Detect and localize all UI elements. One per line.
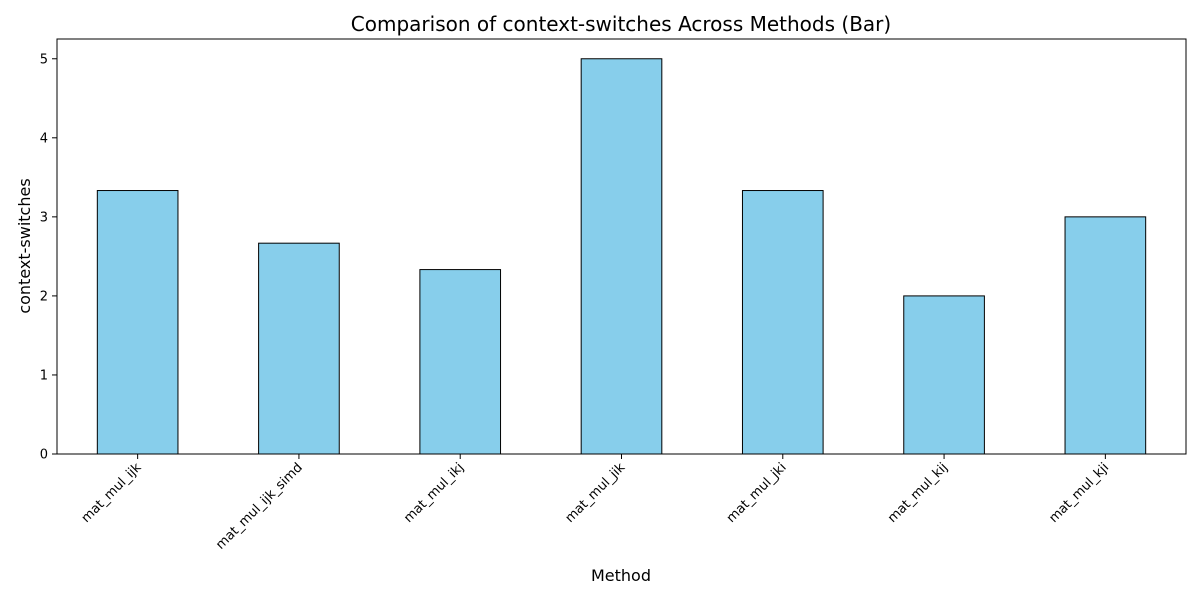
- y-tick-label: 2: [40, 289, 48, 304]
- x-axis-label: Method: [591, 566, 651, 585]
- bar-mat_mul_kji: [1064, 216, 1147, 455]
- y-tick-label: 3: [40, 210, 48, 225]
- x-tick-label: mat_mul_kij: [885, 460, 951, 526]
- x-tick-label: mat_mul_jik: [563, 460, 629, 526]
- bar-mat_mul_kij: [903, 295, 985, 455]
- x-tick-label: mat_mul_ijk_simd: [213, 460, 305, 552]
- bar-mat_mul_ijk_simd: [258, 242, 340, 455]
- chart-title: Comparison of context-switches Across Me…: [351, 12, 891, 36]
- x-tick-label: mat_mul_jki: [724, 460, 790, 526]
- bar-mat_mul_jki: [741, 190, 824, 455]
- x-tick-label: mat_mul_kji: [1046, 460, 1112, 526]
- bar-mat_mul_ikj: [419, 269, 502, 455]
- y-axis-label: context-switches: [15, 178, 34, 313]
- bar-mat_mul_jik: [580, 58, 663, 455]
- y-tick-label: 1: [40, 368, 48, 383]
- bars-group: [96, 58, 1147, 455]
- y-tick-label: 0: [40, 448, 48, 463]
- x-tick-label: mat_mul_ikj: [401, 460, 467, 526]
- y-axis: 0 1 2 3 4 5: [40, 52, 57, 463]
- bar-mat_mul_ijk: [96, 190, 179, 455]
- y-tick-label: 5: [40, 52, 48, 67]
- x-axis: mat_mul_ijk mat_mul_ijk_simd mat_mul_ikj ma…: [79, 454, 1112, 553]
- x-tick-label: mat_mul_ijk: [79, 460, 145, 526]
- y-tick-label: 4: [40, 131, 48, 146]
